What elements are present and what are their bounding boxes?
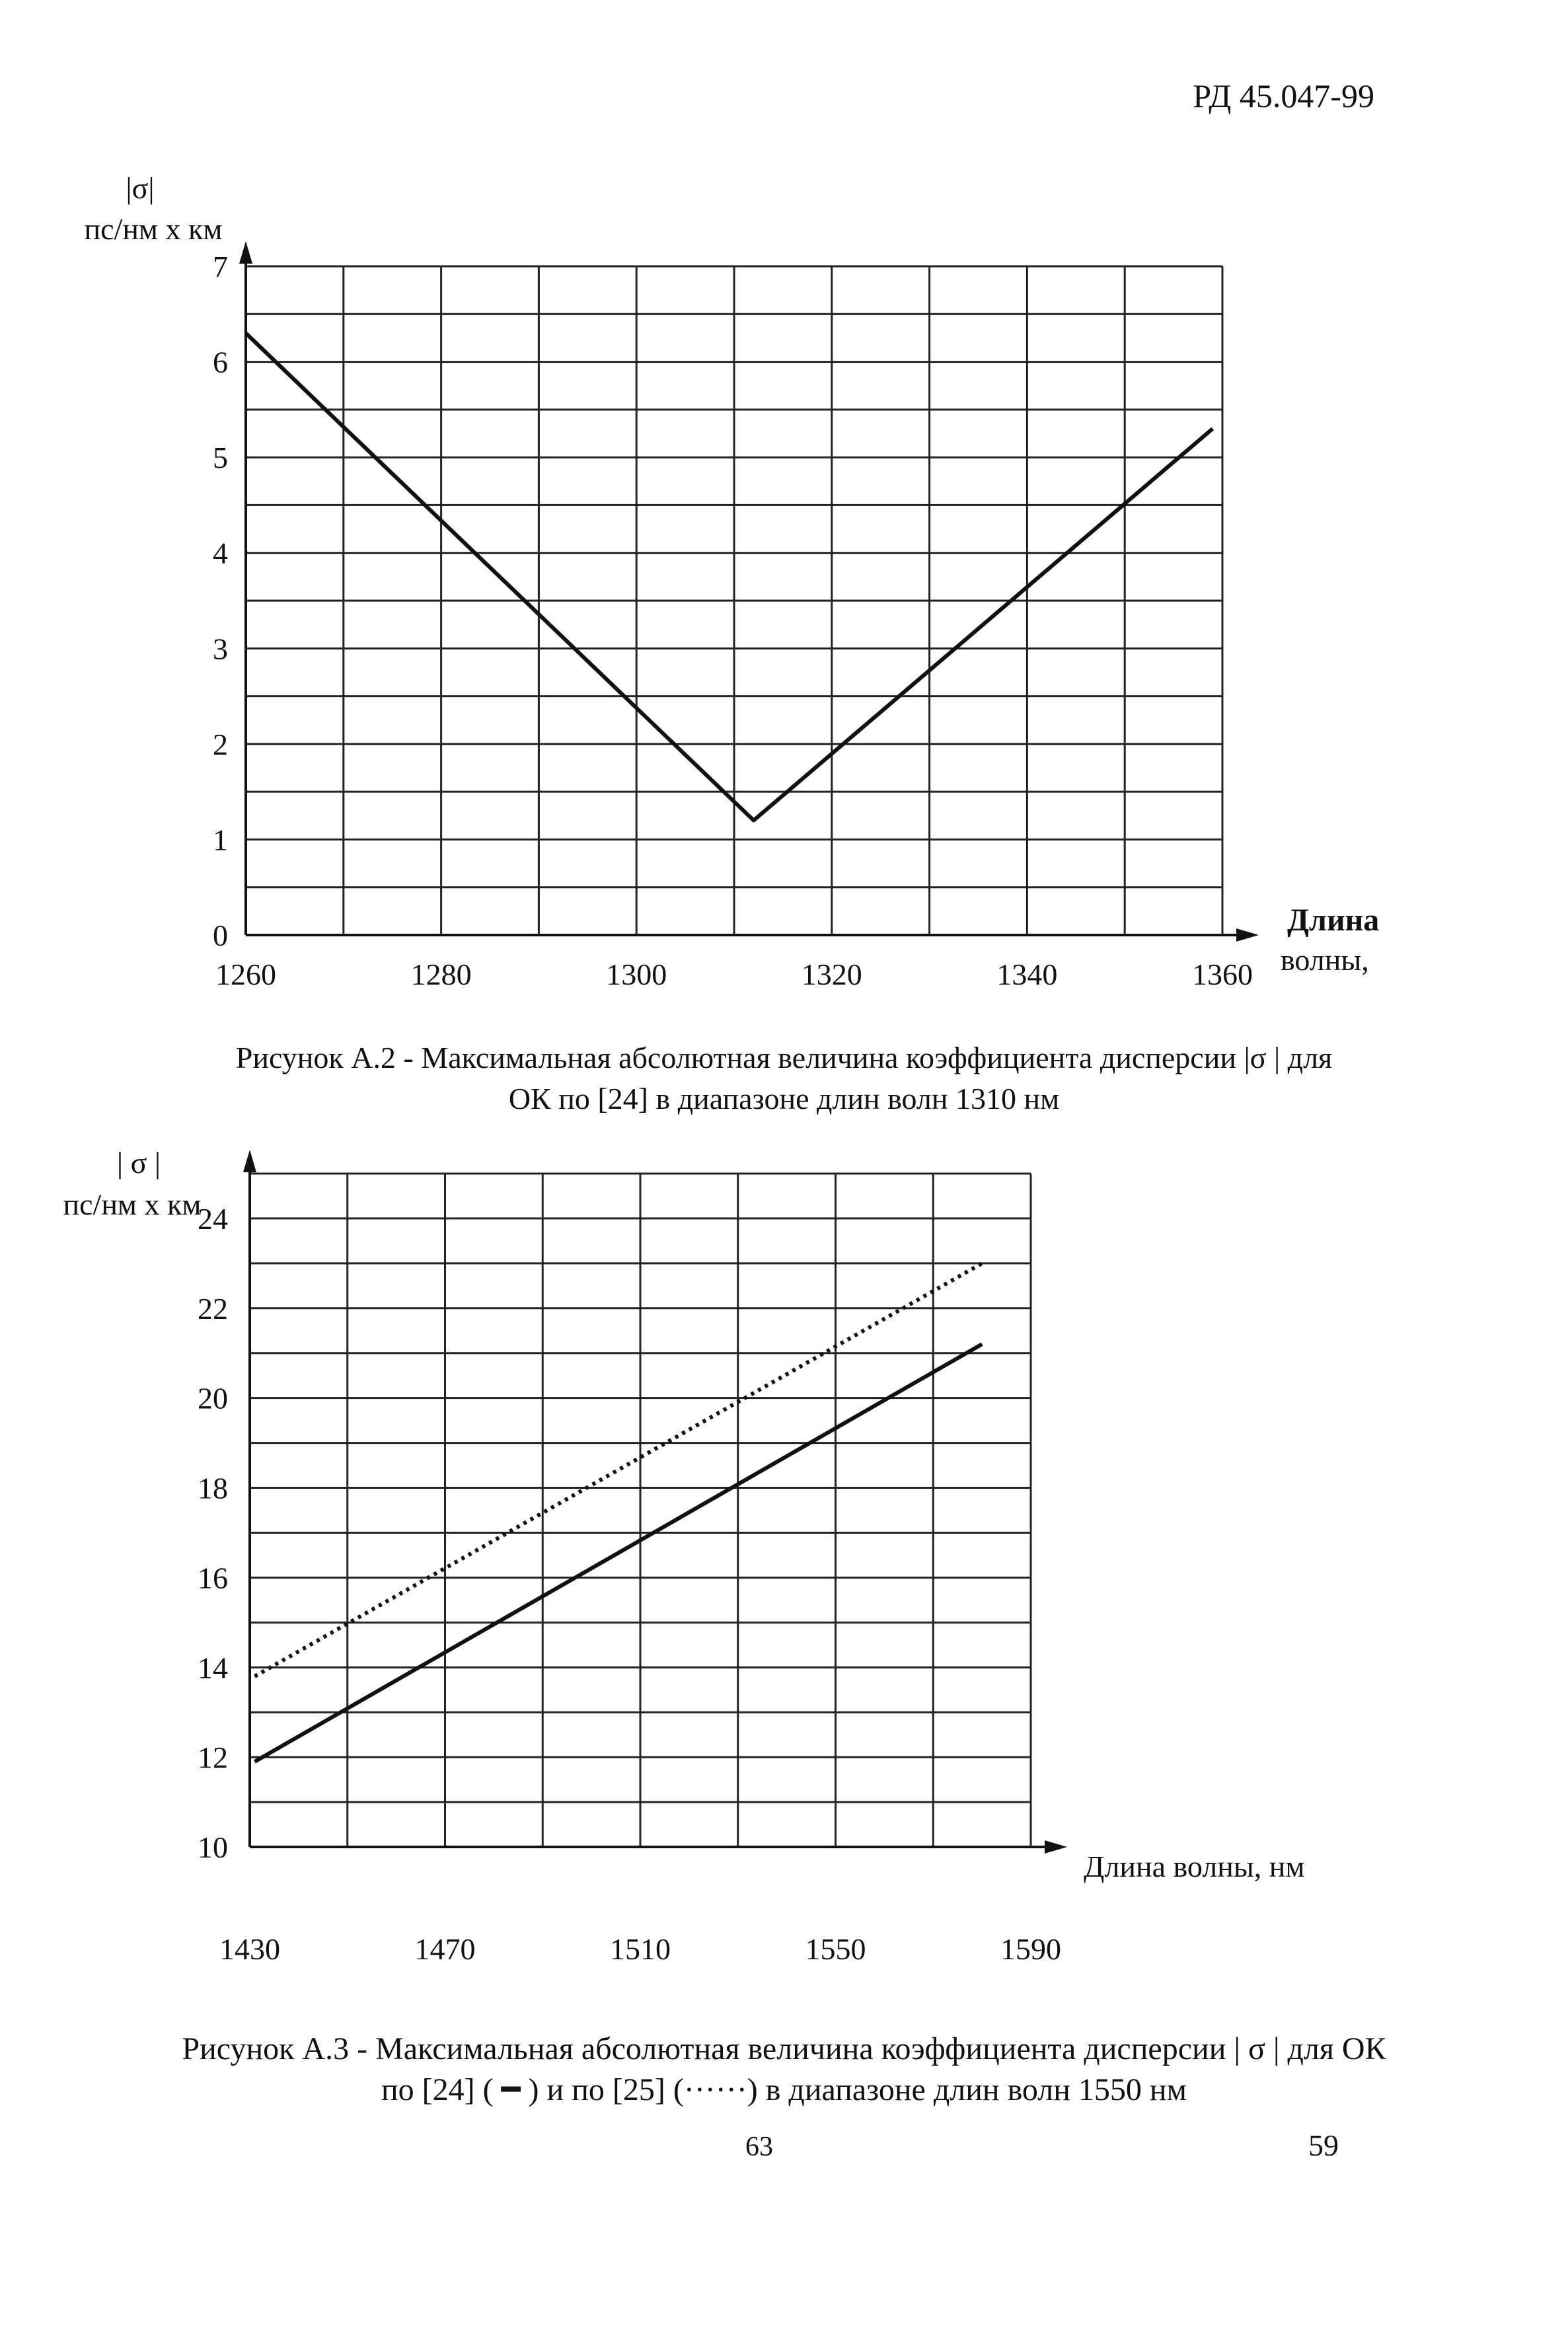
figure-a3-caption: Рисунок А.3 - Максимальная абсолютная ве… (0, 2029, 1568, 2111)
y-tick-label: 20 (198, 1382, 228, 1415)
y-tick-label: 10 (198, 1830, 228, 1864)
y-tick-label: 5 (213, 441, 228, 474)
y-tick-label: 14 (198, 1651, 228, 1684)
chart1-grid (244, 265, 1224, 936)
figure-a3-caption-line2: по [24] ( ━ ) и по [25] (······) в диапа… (381, 2072, 1187, 2107)
x-tick-label: 1510 (610, 1932, 671, 1966)
chart2-ylabel-line1: | σ | (117, 1146, 161, 1180)
x-tick-label: 1260 (215, 957, 276, 991)
figure-a2-caption: Рисунок А.2 - Максимальная абсолютная ве… (0, 1037, 1568, 1119)
chart1-y-tick-labels: 0 1 2 3 4 5 6 7 (213, 250, 228, 952)
x-tick-label: 1470 (415, 1932, 476, 1966)
y-tick-label: 16 (198, 1561, 228, 1595)
series-line-solid (253, 1342, 983, 1764)
page-number-right: 59 (1308, 2128, 1339, 2162)
chart1-axes (239, 241, 1259, 942)
x-tick-label: 1590 (1000, 1932, 1061, 1966)
y-axis-arrow (243, 1150, 256, 1172)
chart2-series (253, 1261, 983, 1764)
page-number-left: 63 (745, 2132, 773, 2162)
y-tick-label: 0 (213, 919, 228, 952)
x-tick-label: 1320 (802, 957, 862, 991)
chart1-series (244, 332, 1214, 823)
y-tick-label: 4 (213, 537, 228, 570)
chart2-axes (243, 1150, 1067, 1854)
y-axis-arrow (239, 241, 252, 264)
y-tick-label: 12 (198, 1741, 228, 1774)
y-tick-label: 22 (198, 1292, 228, 1326)
x-axis-arrow (1236, 928, 1259, 942)
x-tick-label: 1430 (219, 1932, 280, 1966)
chart2-ylabel-line2: пс/нм х км (63, 1187, 202, 1221)
x-tick-label: 1360 (1192, 957, 1253, 991)
chart1-x-tick-labels: 1260 1280 1300 1320 1340 1360 (215, 957, 1253, 991)
x-axis-arrow (1045, 1840, 1067, 1854)
chart2-grid (248, 1172, 1032, 1848)
chart1-xlabel-line1: Длина (1287, 903, 1379, 938)
y-tick-label: 3 (213, 632, 228, 665)
chart-dispersion-1310: 1260 1280 1300 1320 1340 1360 0 1 2 3 4 5 6 7 |σ| пс… (85, 171, 1380, 991)
figure-a2-caption-line2: ОК по [24] в диапазоне длин волн 1310 нм (508, 1082, 1060, 1115)
document-code: РД 45.047-99 (1193, 77, 1374, 114)
y-tick-label: 18 (198, 1472, 228, 1505)
chart1-ylabel-line1: |σ| (126, 171, 154, 205)
figure-a3-caption-line1: Рисунок А.3 - Максимальная абсолютная ве… (182, 2031, 1386, 2066)
figure-a2-caption-line1: Рисунок А.2 - Максимальная абсолютная ве… (235, 1041, 1333, 1074)
chart2-x-tick-labels: 1430 1470 1510 1550 1590 (219, 1932, 1061, 1966)
x-tick-label: 1300 (606, 957, 667, 991)
y-tick-label: 6 (213, 346, 228, 379)
y-tick-label: 2 (213, 728, 228, 761)
y-tick-label: 7 (213, 250, 228, 283)
chart-dispersion-1550: 1430 1470 1510 1550 1590 10 12 14 16 18 20 22 24 | … (63, 1146, 1305, 1966)
y-tick-label: 24 (198, 1202, 228, 1236)
series-line-dotted (253, 1261, 983, 1678)
x-tick-label: 1550 (805, 1932, 866, 1966)
x-tick-label: 1280 (411, 957, 472, 991)
x-tick-label: 1340 (996, 957, 1057, 991)
chart1-xlabel-line2: волны, (1281, 943, 1369, 977)
chart2-y-tick-labels: 10 12 14 16 18 20 22 24 (198, 1202, 228, 1864)
series-line-solid (244, 332, 1214, 823)
y-tick-label: 1 (213, 823, 228, 856)
chart2-xlabel: Длина волны, нм (1084, 1850, 1305, 1883)
chart1-ylabel-line2: пс/нм х км (85, 212, 223, 246)
